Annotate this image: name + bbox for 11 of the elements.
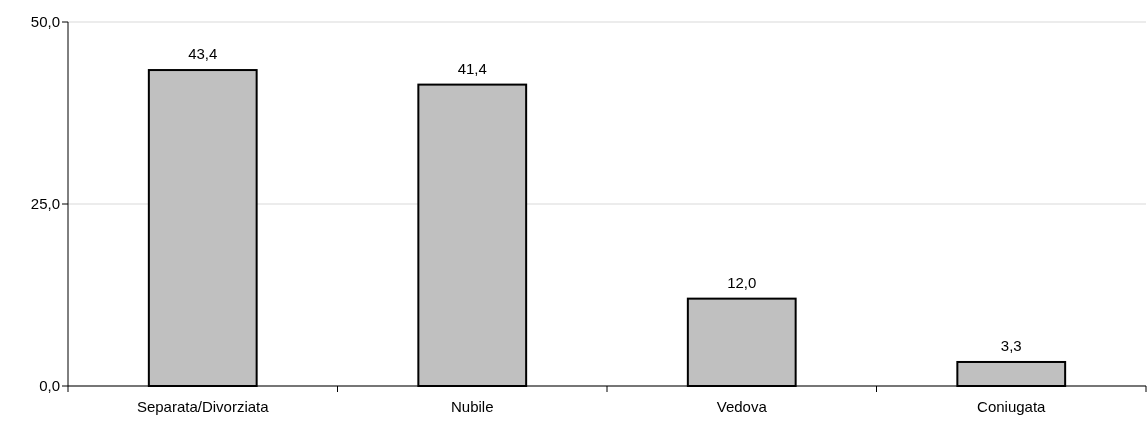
x-tick-label: Coniugata	[977, 398, 1047, 415]
data-label: 3,3	[1000, 336, 1022, 354]
y-tick-label: 25,0	[30, 195, 60, 213]
data-label: 41,4	[457, 59, 487, 77]
data-label: 12,0	[727, 273, 757, 291]
y-tick-label: 50,0	[30, 13, 60, 31]
x-tick-label: Vedova	[716, 398, 768, 415]
y-tick-label: 0,0	[39, 377, 60, 395]
x-tick-label: Nubile	[450, 398, 494, 415]
x-tick-label: Separata/Divorziata	[136, 398, 270, 415]
data-label: 43,4	[188, 45, 218, 63]
